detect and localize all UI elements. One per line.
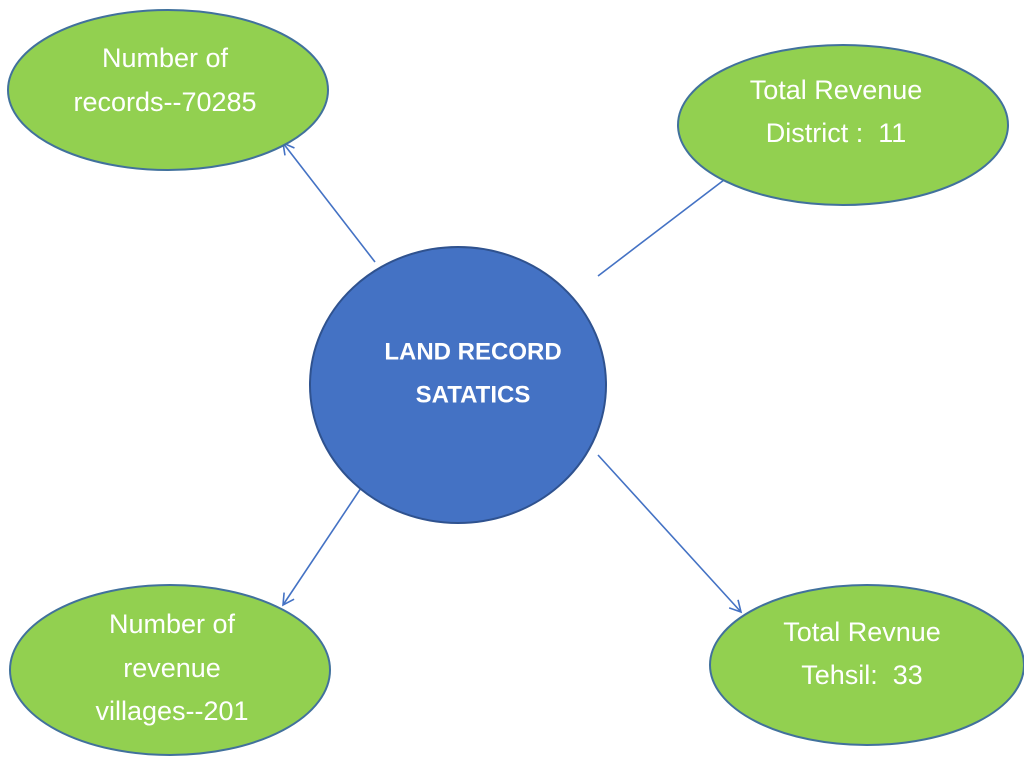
- node-label: villages--201: [95, 696, 248, 726]
- node-label: Number of: [109, 609, 236, 639]
- stat-node: [709, 584, 1024, 746]
- stat-node: [677, 44, 1009, 206]
- node-label: revenue: [123, 653, 221, 683]
- node-label: SATATICS: [416, 381, 531, 408]
- node-label: records--70285: [73, 87, 256, 117]
- node-label: Total Revenue: [750, 75, 923, 105]
- arrow: [597, 165, 743, 277]
- arrow: [597, 454, 743, 614]
- arrow: [281, 141, 376, 263]
- stat-node: [7, 9, 329, 171]
- center-node: [309, 246, 607, 524]
- node-label: LAND RECORD: [384, 338, 561, 365]
- node-label: District : 11: [766, 118, 907, 148]
- node-label: Tehsil: 33: [801, 660, 923, 690]
- node-label: Total Revnue: [783, 617, 941, 647]
- arrow: [282, 469, 374, 607]
- stat-node: [9, 584, 331, 756]
- node-label: Number of: [102, 43, 229, 73]
